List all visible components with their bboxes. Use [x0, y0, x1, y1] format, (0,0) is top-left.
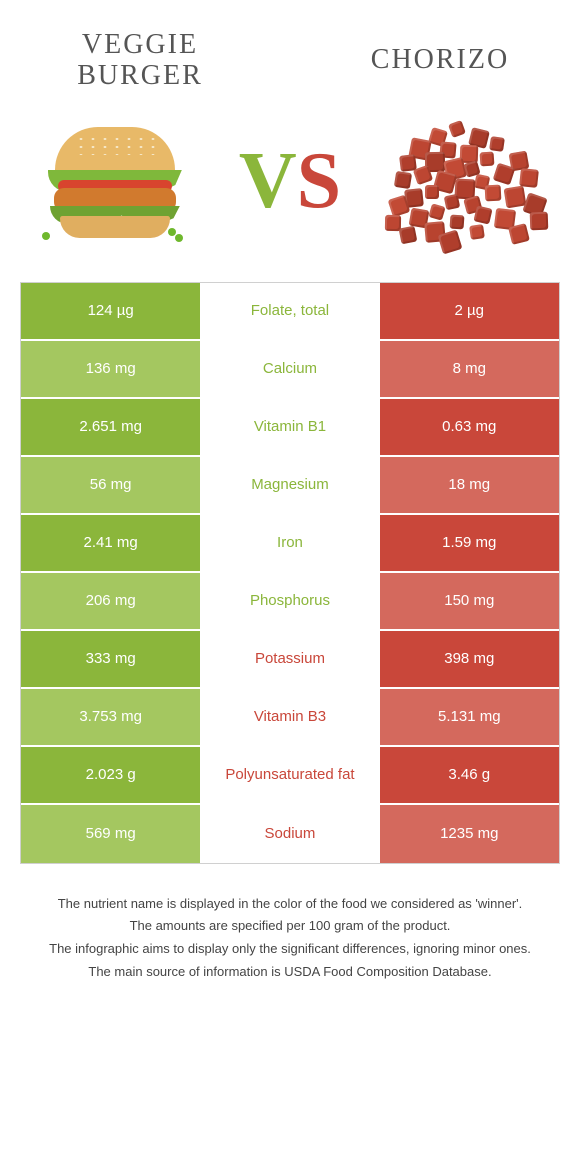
- left-value: 333 mg: [21, 631, 200, 687]
- table-row: 56 mgMagnesium18 mg: [21, 457, 559, 515]
- nutrient-name: Potassium: [200, 631, 379, 687]
- left-value: 2.023 g: [21, 747, 200, 803]
- table-row: 2.023 gPolyunsaturated fat3.46 g: [21, 747, 559, 805]
- left-value: 124 µg: [21, 283, 200, 339]
- nutrition-table: 124 µgFolate, total2 µg136 mgCalcium8 mg…: [20, 282, 560, 864]
- vs-row: VS: [0, 102, 580, 282]
- nutrient-name: Phosphorus: [200, 573, 379, 629]
- table-row: 124 µgFolate, total2 µg: [21, 283, 559, 341]
- right-value: 398 mg: [380, 631, 559, 687]
- nutrient-name: Magnesium: [200, 457, 379, 513]
- left-value: 569 mg: [21, 805, 200, 863]
- nutrient-name: Vitamin B1: [200, 399, 379, 455]
- nutrient-name: Folate, total: [200, 283, 379, 339]
- nutrient-name: Iron: [200, 515, 379, 571]
- right-value: 3.46 g: [380, 747, 559, 803]
- table-row: 3.753 mgVitamin B35.131 mg: [21, 689, 559, 747]
- vs-label: VS: [239, 136, 341, 227]
- nutrient-name: Polyunsaturated fat: [200, 747, 379, 803]
- right-value: 0.63 mg: [380, 399, 559, 455]
- right-value: 2 µg: [380, 283, 559, 339]
- left-value: 2.41 mg: [21, 515, 200, 571]
- left-value: 206 mg: [21, 573, 200, 629]
- footer-line: The nutrient name is displayed in the co…: [30, 894, 550, 915]
- right-value: 5.131 mg: [380, 689, 559, 745]
- footer-line: The main source of information is USDA F…: [30, 962, 550, 983]
- footer-line: The amounts are specified per 100 gram o…: [30, 916, 550, 937]
- footer-line: The infographic aims to display only the…: [30, 939, 550, 960]
- left-value: 56 mg: [21, 457, 200, 513]
- food-title-right: Chorizo: [350, 30, 530, 92]
- left-value: 136 mg: [21, 341, 200, 397]
- header: Veggie burger Chorizo: [0, 0, 580, 102]
- nutrient-name: Sodium: [200, 805, 379, 863]
- right-value: 1235 mg: [380, 805, 559, 863]
- vs-s: S: [297, 137, 342, 225]
- footer-notes: The nutrient name is displayed in the co…: [0, 864, 580, 983]
- left-value: 2.651 mg: [21, 399, 200, 455]
- vs-v: V: [239, 137, 297, 225]
- table-row: 2.651 mgVitamin B10.63 mg: [21, 399, 559, 457]
- food-title-left: Veggie burger: [50, 30, 230, 92]
- nutrient-name: Calcium: [200, 341, 379, 397]
- right-value: 18 mg: [380, 457, 559, 513]
- veggie-burger-image: [30, 112, 200, 252]
- table-row: 333 mgPotassium398 mg: [21, 631, 559, 689]
- right-value: 8 mg: [380, 341, 559, 397]
- chorizo-image: [380, 112, 550, 252]
- table-row: 136 mgCalcium8 mg: [21, 341, 559, 399]
- table-row: 569 mgSodium1235 mg: [21, 805, 559, 863]
- table-row: 2.41 mgIron1.59 mg: [21, 515, 559, 573]
- left-value: 3.753 mg: [21, 689, 200, 745]
- table-row: 206 mgPhosphorus150 mg: [21, 573, 559, 631]
- nutrient-name: Vitamin B3: [200, 689, 379, 745]
- right-value: 150 mg: [380, 573, 559, 629]
- right-value: 1.59 mg: [380, 515, 559, 571]
